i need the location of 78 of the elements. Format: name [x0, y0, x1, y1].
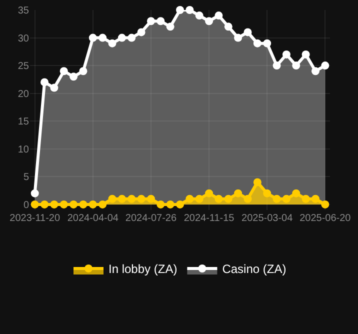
x-tick-label: 2024-04-04 [67, 213, 119, 224]
point [186, 194, 194, 203]
legend-label: Casino (ZA) [222, 262, 286, 276]
x-tick-label: 2024-11-15 [184, 213, 235, 224]
point [137, 194, 146, 203]
point [234, 189, 242, 198]
point [272, 194, 281, 203]
point [195, 194, 204, 203]
point [70, 72, 78, 81]
point [137, 28, 146, 36]
point [79, 67, 88, 76]
point [282, 194, 290, 203]
x-tick-label: 2023-11-20 [10, 213, 60, 224]
point [321, 62, 330, 70]
point [234, 34, 242, 42]
y-tick-label: 35 [18, 6, 30, 16]
point [166, 22, 174, 31]
point [118, 194, 126, 203]
point [98, 200, 107, 208]
point [156, 200, 165, 208]
point [263, 39, 272, 48]
point [205, 189, 214, 198]
point [118, 34, 126, 42]
point [272, 62, 281, 70]
point [98, 34, 107, 42]
point [60, 200, 68, 208]
point [60, 67, 68, 76]
point [214, 194, 223, 203]
point [292, 62, 300, 70]
point [108, 39, 116, 48]
point [302, 50, 310, 58]
point [224, 194, 232, 203]
point [214, 12, 223, 20]
point [70, 200, 78, 208]
point [205, 17, 214, 26]
y-tick-label: 10 [18, 144, 30, 156]
point [302, 194, 310, 203]
point [244, 28, 252, 36]
point [40, 200, 49, 208]
x-tick-label: 2024-07-26 [125, 213, 177, 224]
y-tick-label: 25 [18, 61, 30, 72]
y-tick-label: 5 [23, 172, 30, 184]
legend-label: In lobby (ZA) [108, 262, 178, 276]
point [50, 200, 58, 208]
y-tick-label: 30 [18, 33, 30, 44]
point [146, 194, 155, 203]
point [292, 189, 300, 198]
point [128, 34, 136, 42]
point [30, 189, 39, 198]
point [108, 194, 116, 203]
point [176, 200, 184, 208]
x-tick-label: 2025-06-20 [300, 213, 352, 224]
point [146, 17, 155, 26]
y-tick-label: 0 [23, 200, 30, 211]
point [166, 200, 174, 208]
y-tick-label: 20 [18, 88, 30, 100]
point [88, 200, 97, 208]
point [282, 50, 290, 58]
point [79, 200, 88, 208]
point [128, 194, 136, 203]
point [186, 6, 194, 14]
point [40, 78, 49, 86]
point [224, 22, 232, 31]
point [50, 84, 58, 92]
point [88, 34, 97, 42]
x-tick-label: 2025-03-04 [242, 213, 294, 224]
point [311, 67, 320, 76]
point [311, 194, 320, 203]
y-tick-label: 15 [18, 116, 30, 128]
point [176, 6, 184, 14]
point [30, 200, 39, 208]
point [253, 178, 262, 186]
point [156, 17, 165, 26]
point [195, 12, 204, 20]
point [253, 39, 262, 48]
point [263, 189, 272, 198]
point [244, 194, 252, 203]
point [321, 200, 330, 208]
